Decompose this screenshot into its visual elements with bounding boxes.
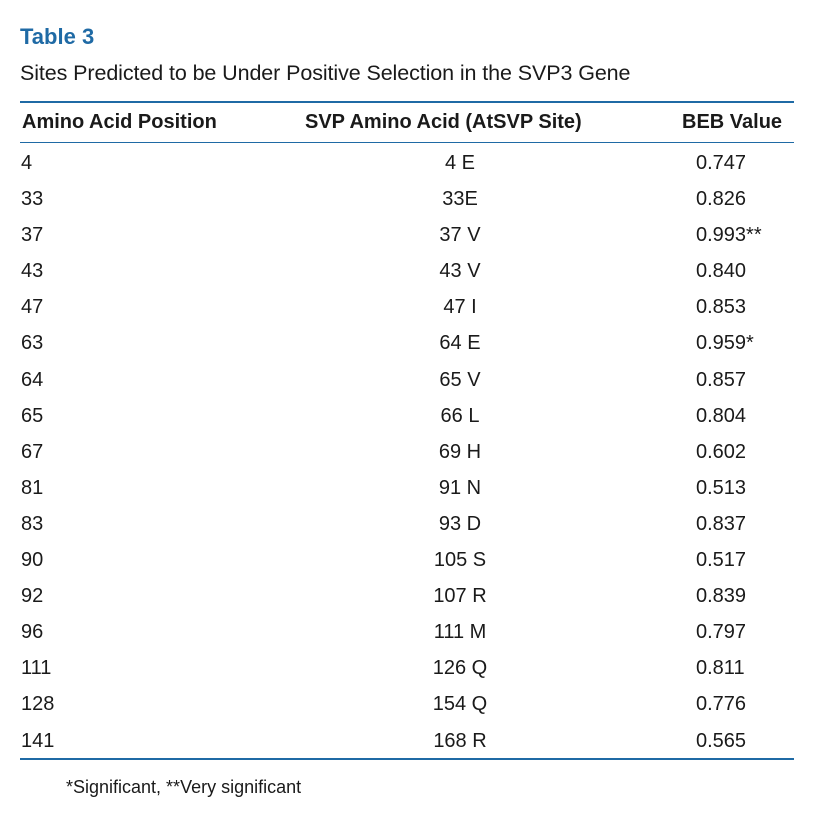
table-row: 37 37 V 0.993**: [20, 216, 794, 252]
cell-beb-value: 0.602: [696, 440, 747, 463]
table-row: 47 47 I 0.853: [20, 288, 794, 324]
cell-beb-value: 0.747: [696, 152, 747, 174]
table-bottom-rule: [20, 758, 794, 760]
cell-amino-acid-position: 67: [21, 440, 44, 463]
cell-amino-acid-position: 64: [21, 368, 44, 391]
table-top-rule: [20, 101, 794, 103]
cell-beb-value: 0.839: [696, 585, 747, 608]
cell-beb-value: 0.513: [696, 476, 747, 499]
cell-amino-acid-position: 47: [21, 296, 44, 319]
cell-svp-amino-acid: 65 V: [439, 368, 481, 391]
cell-svp-amino-acid: 168 R: [433, 729, 487, 752]
cell-beb-value: 0.826: [696, 188, 747, 211]
cell-svp-amino-acid: 69 H: [438, 440, 482, 463]
header-amino-acid-position: Amino Acid Position: [22, 111, 217, 133]
cell-svp-amino-acid: 66 L: [440, 404, 480, 427]
cell-svp-amino-acid: 37 V: [439, 224, 481, 247]
cell-beb-value: 0.811: [696, 657, 745, 680]
cell-beb-value: 0.853: [696, 296, 747, 319]
table-row: 128 154 Q 0.776: [20, 685, 794, 721]
table-row: 90 105 S 0.517: [20, 541, 794, 577]
cell-svp-amino-acid: 154 Q: [432, 693, 488, 716]
table-header-rule: [20, 142, 794, 143]
cell-beb-value: 0.797: [696, 621, 747, 644]
cell-beb-value: 0.840: [696, 260, 747, 283]
cell-amino-acid-position: 4: [21, 152, 33, 174]
cell-beb-value: 0.993**: [696, 224, 762, 247]
header-beb-value: BEB Value: [682, 111, 783, 133]
cell-svp-amino-acid: 111 M: [433, 621, 487, 644]
cell-svp-amino-acid: 91 N: [438, 476, 482, 499]
table-row: 111 126 Q 0.811: [20, 649, 794, 685]
table-row: 92 107 R 0.839: [20, 577, 794, 613]
header-svp-amino-acid: SVP Amino Acid (AtSVP Site): [305, 111, 582, 133]
cell-svp-amino-acid: 47 I: [443, 296, 477, 319]
cell-beb-value: 0.959*: [696, 332, 754, 355]
cell-svp-amino-acid: 33E: [442, 188, 478, 211]
table-row: 96 111 M 0.797: [20, 613, 794, 649]
table-row: 64 65 V 0.857: [20, 361, 794, 397]
table-row: 43 43 V 0.840: [20, 252, 794, 288]
cell-amino-acid-position: 65: [21, 404, 44, 427]
cell-beb-value: 0.517: [696, 549, 747, 572]
cell-beb-value: 0.776: [696, 693, 747, 716]
cell-svp-amino-acid: 93 D: [438, 512, 482, 535]
cell-amino-acid-position: 43: [21, 260, 44, 283]
cell-amino-acid-position: 90: [21, 549, 44, 572]
table-row: 63 64 E 0.959*: [20, 324, 794, 360]
cell-amino-acid-position: 81: [21, 476, 44, 499]
cell-beb-value: 0.837: [696, 512, 747, 535]
cell-svp-amino-acid: 107 R: [433, 585, 487, 608]
cell-svp-amino-acid: 43 V: [439, 260, 481, 283]
cell-beb-value: 0.565: [696, 729, 747, 752]
cell-amino-acid-position: 128: [21, 693, 55, 716]
table-row: 33 33E 0.826: [20, 180, 794, 216]
cell-amino-acid-position: 96: [21, 621, 44, 644]
cell-amino-acid-position: 141: [21, 729, 55, 752]
cell-beb-value: 0.857: [696, 368, 747, 391]
table-row: 81 91 N 0.513: [20, 469, 794, 505]
cell-amino-acid-position: 111: [21, 657, 52, 680]
table-header-row: Amino Acid Position SVP Amino Acid (AtSV…: [20, 103, 794, 142]
table-title: Table 3: [20, 24, 95, 49]
table-caption: Sites Predicted to be Under Positive Sel…: [20, 61, 631, 85]
cell-amino-acid-position: 63: [21, 332, 44, 355]
cell-svp-amino-acid: 105 S: [433, 549, 487, 572]
cell-amino-acid-position: 33: [21, 188, 44, 211]
cell-amino-acid-position: 83: [21, 512, 44, 535]
cell-amino-acid-position: 92: [21, 585, 44, 608]
cell-svp-amino-acid: 64 E: [439, 332, 481, 355]
table-row: 65 66 L 0.804: [20, 397, 794, 433]
cell-svp-amino-acid: 126 Q: [432, 657, 488, 680]
cell-svp-amino-acid: 4 E: [444, 152, 476, 174]
table-footnote: *Significant, **Very significant: [66, 777, 302, 797]
table-row: 4 4 E 0.747: [20, 144, 794, 180]
table-row: 141 168 R 0.565: [20, 722, 794, 758]
cell-amino-acid-position: 37: [21, 224, 44, 247]
table-row: 67 69 H 0.602: [20, 433, 794, 469]
table-row: 83 93 D 0.837: [20, 505, 794, 541]
table-body: 4 4 E 0.747 33 33E 0.826 37 37 V 0.993** 43 43 V 0.…: [20, 144, 794, 758]
cell-beb-value: 0.804: [696, 404, 747, 427]
